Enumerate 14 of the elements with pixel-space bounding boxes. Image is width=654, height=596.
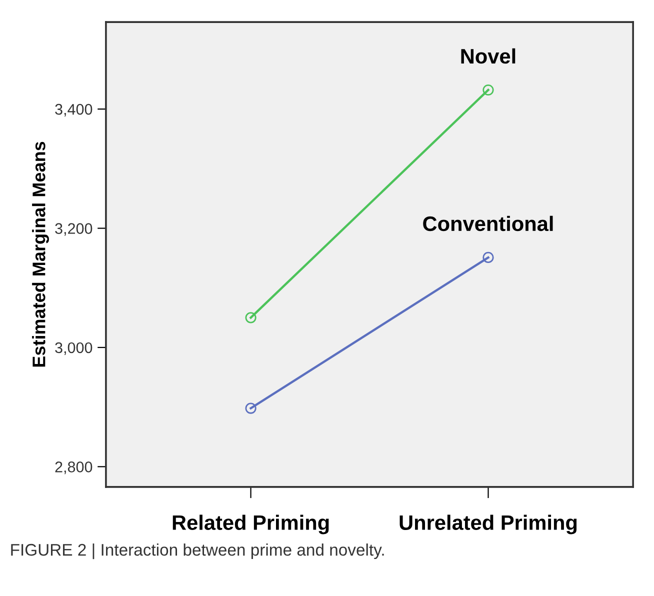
point bbox=[245, 312, 256, 324]
x-tick-label: Related Priming bbox=[172, 514, 329, 534]
y-axis-title: Estimated Marginal Means bbox=[32, 142, 49, 367]
point bbox=[482, 252, 494, 264]
point bbox=[245, 402, 256, 414]
y-tick-label: 3,000 bbox=[55, 342, 92, 355]
series-label: Novel bbox=[461, 48, 516, 64]
point bbox=[482, 84, 494, 96]
series-label: Conventional bbox=[423, 216, 553, 232]
y-tick-label: 2,800 bbox=[55, 462, 92, 474]
caption: FIGURE 2 | Interaction between prime and novelty. bbox=[11, 543, 384, 560]
x-tick-label: Unrelated Priming bbox=[400, 514, 577, 534]
y-tick-label: 3,400 bbox=[55, 104, 92, 117]
y-tick-label: 3,200 bbox=[55, 223, 92, 236]
